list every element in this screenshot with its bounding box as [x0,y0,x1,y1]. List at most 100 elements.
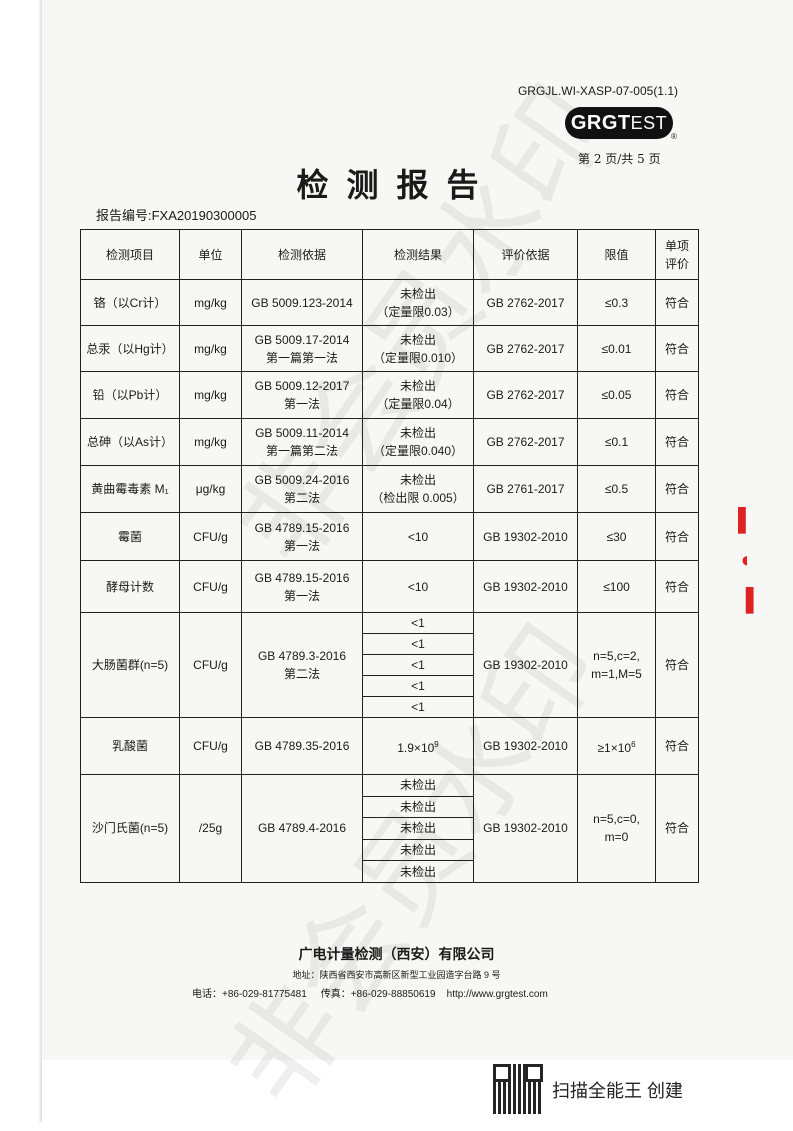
table-row: 霉菌 CFU/g GB 4789.15-2016 第一法 <10 GB 19302-201… [80,512,699,561]
table-row: 大肠菌群(n=5) CFU/g GB 4789.3-2016 第二法 <1 GB 1930… [80,612,699,718]
table-cell: GB 4789.3-2016 第二法 [241,612,363,718]
table-cell: CFU/g [179,560,242,613]
cell-text: <1 [411,700,425,714]
table-cell: 符合 [655,418,699,466]
cell-text-line2: 第二法 [283,667,320,681]
cell-text: GB 19302-2010 [483,821,568,836]
table-cell: 符合 [655,717,699,775]
cell-text: 铬（以Cr计） [93,295,167,310]
qr-code-icon [493,1064,543,1114]
cell-text: ≥1×10 [597,740,632,755]
cell-text-line2: 第一篇第二法 [265,444,338,458]
table-cell: 符合 [655,325,699,372]
page-number: 第 2 页/共 5 页 [578,152,661,166]
cell-text: GB 5009.12-2017 [254,379,350,393]
cell-text: 符合 [664,529,689,544]
report-number: 报告编号:FXA20190300005 [96,208,257,223]
table-row: 未检出 [81,817,699,840]
cell-text: GB 2762-2017 [486,341,565,356]
header-cell: 检测项目 [80,229,180,280]
table-cell: GB 5009.24-2016 第二法 [241,465,363,513]
exponent: 9 [434,739,439,749]
cell-text: 未检出 [399,821,436,836]
table-cell: 霉菌 [80,512,180,561]
cell-text: n=5,c=0, [593,812,640,827]
cell-text: GB 2762-2017 [486,295,565,310]
table-cell: GB 2761-2017 [473,465,578,513]
table-row: 乳酸菌 CFU/g GB 4789.35-2016 1.9×109 GB 19302-2… [80,717,699,775]
cell-text: GB 2762-2017 [486,388,565,402]
table-cell: GB 4789.35-2016 [241,717,363,775]
table-cell: GB 19302-2010 [473,717,578,775]
header-cell: 限值 [577,229,656,280]
cell-text: 1.9×10 [397,740,435,755]
table-cell: 未检出 [362,817,474,840]
cell-text: 霉菌 [117,529,142,544]
table-cell: GB 19302-2010 [473,560,578,613]
table-cell: 符合 [655,560,699,613]
table-cell: ≤0.5 [577,465,656,513]
cell-text: 符合 [664,579,689,594]
table-row: <1 [81,675,699,697]
table-cell: μg/kg [179,465,242,513]
cell-text: GB 19302-2010 [483,529,568,544]
table-cell: GB 5009.123-2014 [241,279,363,326]
table-row: 总砷（以As计） mg/kg GB 5009.11-2014 第一篇第二法 未检出 （定量… [80,418,699,466]
header-cell: 检测结果 [362,229,474,280]
registered-icon: ® [671,132,677,141]
cell-text: 符合 [664,435,689,449]
cell-text: GB 5009.17-2014 [254,332,350,347]
table-cell: GB 4789.15-2016 第一法 [241,560,363,613]
table-cell: n=5,c=2, m=1,M=5 [577,612,656,718]
cell-text-line2: 第一法 [283,538,320,553]
cell-text: <10 [407,579,429,594]
cell-text: 未检出 [399,778,436,793]
cell-text: GB 19302-2010 [483,658,568,672]
table-cell: GB 4789.15-2016 第一法 [241,512,363,561]
cell-text: CFU/g [193,739,228,753]
page-edge [0,0,42,1122]
table-row: 酵母计数 CFU/g GB 4789.15-2016 第一法 <10 GB 19302-2… [80,560,699,613]
cell-text: CFU/g [193,579,228,594]
cell-text: GB 19302-2010 [483,579,568,594]
cell-text: <1 [411,637,425,651]
table-cell: 符合 [655,371,699,419]
table-cell: 符合 [655,279,699,326]
cell-text: ≤100 [603,579,630,594]
table-cell: mg/kg [179,279,242,326]
cell-text: GB 5009.11-2014 [255,426,349,440]
table-cell: 黄曲霉毒素 M₁ [80,465,180,513]
page-title: 检测报告 [296,166,497,204]
cell-text: mg/kg [194,295,227,310]
table-cell: GB 2762-2017 [473,279,578,326]
header-cell: 评价依据 [473,229,578,280]
cell-text: mg/kg [194,341,227,356]
cell-text: 未检出 [399,332,436,347]
table-cell: 未检出 （定量限0.040） [362,418,474,466]
cell-text: 未检出 [399,286,436,301]
cell-text: mg/kg [194,388,227,402]
table-cell: GB 2762-2017 [473,418,578,466]
cell-text-line2: 第一法 [283,397,320,411]
cell-text: 沙门氏菌(n=5) [91,821,169,836]
table-cell: GB 19302-2010 [473,612,578,718]
cell-text: <1 [411,679,425,693]
telephone: 电话：+86-029-81775481 [192,989,307,1000]
cell-text: ≤0.5 [604,482,629,496]
table-cell: 未检出 （定量限0.03） [362,279,474,326]
table-cell: GB 4789.4-2016 [241,774,363,883]
table-cell: <10 [362,560,474,613]
table-cell: ≤0.1 [577,418,656,466]
exponent: 6 [631,739,636,749]
table-cell: <1 [362,633,474,655]
cell-text: CFU/g [193,658,228,672]
cell-text: 符合 [664,388,689,402]
cell-text: 总汞（以Hg计） [86,341,174,356]
fax: 传真：+86-029-88850619 [320,989,436,1000]
cell-text: GB 19302-2010 [483,739,568,753]
cell-text: 符合 [664,295,689,310]
table-cell: 符合 [655,774,699,883]
table-cell: GB 2762-2017 [473,325,578,372]
cell-text: GB 2762-2017 [486,435,565,449]
table-cell: 乳酸菌 [80,717,180,775]
